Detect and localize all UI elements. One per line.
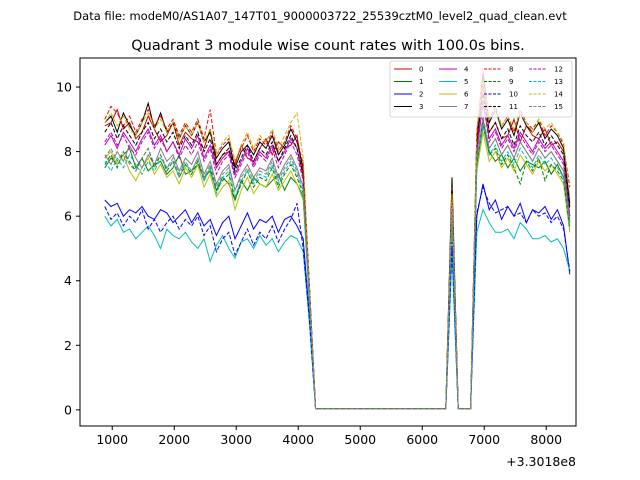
y-tick-label: 2: [64, 338, 72, 353]
legend-label-3: 3: [419, 103, 423, 111]
data-file-label: Data file: modeM0/AS1A07_147T01_90000037…: [73, 9, 567, 23]
x-tick-label: 7000: [468, 432, 500, 447]
legend-label-10: 10: [509, 91, 518, 99]
legend-box: [389, 60, 573, 118]
y-tick-label: 6: [64, 209, 72, 224]
x-tick-label: 1000: [96, 432, 128, 447]
x-tick-label: 6000: [406, 432, 438, 447]
chart-title: Quadrant 3 module wise count rates with …: [131, 38, 525, 54]
legend-label-2: 2: [419, 91, 423, 99]
x-axis: 1000 2000 3000 4000 5000 6000 7000 8000: [96, 426, 562, 447]
x-tick-label: 5000: [344, 432, 376, 447]
legend-label-13: 13: [554, 78, 563, 86]
legend-label-1: 1: [419, 78, 423, 86]
y-axis: 0 2 4 6 8 10: [56, 80, 80, 417]
x-tick-label: 8000: [530, 432, 562, 447]
legend-label-4: 4: [464, 66, 469, 74]
series-line-12: [104, 99, 571, 410]
y-tick-label: 10: [56, 80, 72, 95]
x-tick-label: 3000: [220, 432, 252, 447]
series-line-15: [104, 116, 571, 410]
legend-label-0: 0: [419, 66, 423, 74]
plot-frame: [79, 57, 577, 427]
legend-label-5: 5: [464, 78, 468, 86]
legend-label-6: 6: [464, 91, 469, 99]
series-line-13: [104, 125, 571, 410]
legend-label-14: 14: [554, 91, 563, 99]
x-tick-label: 2000: [158, 432, 190, 447]
plot-lines: [104, 70, 571, 410]
legend-label-7: 7: [464, 103, 468, 111]
x-tick-label: 4000: [282, 432, 314, 447]
legend-label-8: 8: [509, 66, 513, 74]
x-offset-label: +3.3018e8: [506, 454, 576, 469]
y-tick-label: 4: [64, 273, 72, 288]
y-tick-label: 0: [64, 402, 72, 417]
legend-label-15: 15: [554, 103, 563, 111]
legend-label-12: 12: [554, 66, 563, 74]
legend-label-9: 9: [509, 78, 513, 86]
legend-label-11: 11: [509, 103, 518, 111]
y-tick-label: 8: [64, 144, 72, 159]
